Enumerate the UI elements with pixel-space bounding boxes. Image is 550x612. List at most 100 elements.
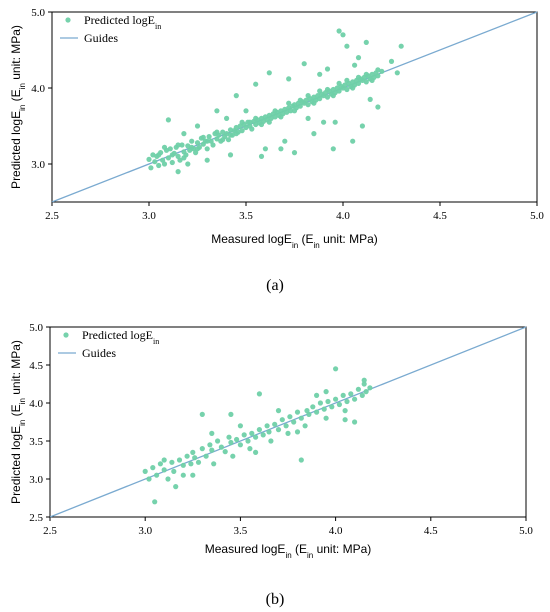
data-point xyxy=(311,100,317,106)
data-point xyxy=(278,114,284,120)
data-point xyxy=(321,406,327,412)
y-tick-label: 2.5 xyxy=(29,512,43,524)
data-point xyxy=(234,436,240,443)
data-point xyxy=(363,79,369,85)
data-point xyxy=(297,103,303,109)
data-point xyxy=(336,80,342,86)
data-point xyxy=(342,408,348,414)
data-point xyxy=(332,119,338,125)
data-point xyxy=(253,434,259,440)
data-point xyxy=(330,93,336,99)
x-tick-label: 4.5 xyxy=(424,525,438,537)
data-point xyxy=(342,82,348,88)
data-point xyxy=(288,108,294,114)
data-point xyxy=(165,117,171,123)
data-point xyxy=(239,119,245,125)
data-point xyxy=(286,100,292,106)
y-tick-label: 3.0 xyxy=(31,159,45,171)
panel-caption: (b) xyxy=(266,591,285,608)
x-tick-label: 4.5 xyxy=(433,210,447,222)
data-point xyxy=(169,459,175,465)
data-point xyxy=(352,62,358,68)
data-point xyxy=(375,67,381,73)
data-point xyxy=(233,93,239,99)
data-point xyxy=(245,438,251,444)
data-point xyxy=(199,411,205,417)
data-point xyxy=(154,472,160,478)
data-point xyxy=(253,121,259,128)
data-point xyxy=(291,419,297,425)
data-point xyxy=(363,389,369,395)
data-point xyxy=(175,169,181,175)
x-tick-label: 2.5 xyxy=(43,525,57,537)
y-tick-label: 3.0 xyxy=(29,474,43,486)
scatter-chart-b: 2.5 3.0 3.5 4.0 4.5 5.0 2.5 3.0 3.5 4.0 4.5 5.0 Meas… xyxy=(9,322,533,608)
data-point xyxy=(336,401,342,408)
data-point xyxy=(180,472,186,478)
data-point xyxy=(211,461,217,467)
data-point xyxy=(272,114,278,120)
data-point xyxy=(333,396,339,402)
data-point xyxy=(266,429,272,435)
y-axis-label: Predicted logEin (Ein unit: MPa) xyxy=(9,25,27,189)
data-point xyxy=(214,129,220,135)
x-tick-label: 3.5 xyxy=(234,525,248,537)
guide-line xyxy=(49,326,527,518)
data-point xyxy=(359,392,365,398)
data-point xyxy=(180,462,186,468)
data-point xyxy=(323,389,329,395)
data-point xyxy=(294,429,301,435)
data-point xyxy=(176,457,183,463)
data-point xyxy=(305,102,311,108)
data-point xyxy=(260,432,266,438)
data-point xyxy=(278,146,284,152)
data-point xyxy=(210,142,216,148)
data-point xyxy=(262,146,268,152)
scatter-chart-a: 2.5 3.0 3.5 4.0 4.5 5.0 3.0 4.0 5.0 Measured logE… xyxy=(9,7,544,294)
data-point xyxy=(342,417,348,423)
legend-marker-points xyxy=(65,17,71,23)
y-tick-label: 3.5 xyxy=(29,436,43,448)
data-point xyxy=(233,131,239,137)
data-point xyxy=(272,421,278,427)
data-point xyxy=(224,115,230,121)
data-point xyxy=(156,162,162,169)
data-point xyxy=(200,134,206,140)
data-point xyxy=(150,465,156,471)
data-point xyxy=(161,467,167,473)
data-point xyxy=(287,414,293,420)
x-tick-label: 2.5 xyxy=(45,210,59,222)
data-point xyxy=(167,146,173,152)
data-point xyxy=(305,93,311,99)
data-point xyxy=(189,138,195,144)
data-point xyxy=(363,39,369,46)
data-point xyxy=(291,150,298,156)
figure-panel-a: 2.5 3.0 3.5 4.0 4.5 5.0 3.0 4.0 5.0 Measured logE… xyxy=(0,0,550,300)
data-point xyxy=(361,381,367,387)
data-point xyxy=(325,398,331,405)
plot-frame xyxy=(49,326,527,518)
data-point xyxy=(209,430,215,436)
data-point xyxy=(336,28,342,34)
data-point xyxy=(302,423,308,429)
data-point xyxy=(311,131,317,137)
data-point xyxy=(275,408,282,414)
data-point xyxy=(181,131,187,137)
data-point xyxy=(306,411,312,417)
x-tick-label: 5.0 xyxy=(519,525,533,537)
data-point xyxy=(294,409,301,415)
data-point xyxy=(233,124,239,131)
data-point xyxy=(247,446,253,452)
data-point xyxy=(199,446,205,452)
data-point xyxy=(317,88,323,94)
data-point xyxy=(185,161,191,167)
data-point xyxy=(253,81,259,87)
data-point xyxy=(165,476,171,482)
data-point xyxy=(298,457,304,463)
data-point xyxy=(215,438,221,444)
data-point xyxy=(169,159,175,166)
data-point xyxy=(237,423,243,429)
data-point xyxy=(336,88,342,94)
data-point xyxy=(361,377,367,383)
legend-marker-points xyxy=(63,332,69,338)
